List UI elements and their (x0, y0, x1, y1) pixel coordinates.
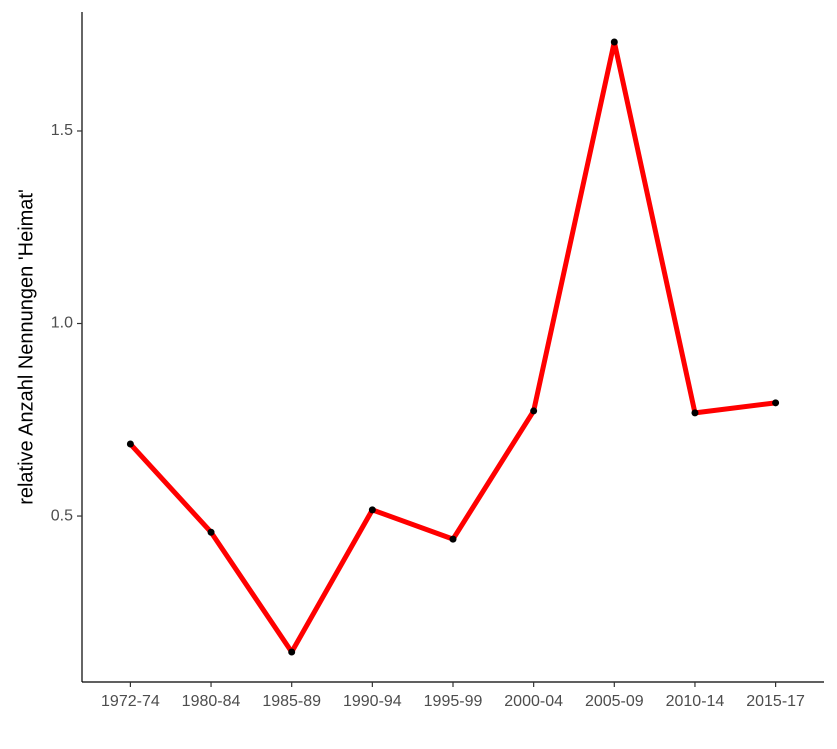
point (530, 407, 538, 415)
x-tick-label: 1990-94 (343, 693, 402, 710)
y-tick-label: 1.0 (51, 315, 73, 332)
x-tick-label: 1980-84 (182, 693, 241, 710)
y-tick-label: 1.5 (51, 122, 73, 139)
x-tick-label: 1972-74 (101, 693, 160, 710)
y-axis-title: relative Anzahl Nennungen 'Heimat' (15, 189, 37, 505)
point (126, 440, 134, 448)
point (449, 535, 457, 543)
point (772, 399, 780, 407)
point (610, 38, 618, 46)
point (207, 528, 215, 536)
x-tick-label: 1985-89 (262, 693, 321, 710)
point (691, 409, 699, 417)
x-tick-label: 2010-14 (666, 693, 725, 710)
point (288, 648, 296, 656)
x-tick-label: 1995-99 (424, 693, 483, 710)
y-tick-label: 0.5 (51, 507, 73, 524)
line (128, 39, 776, 655)
x-tick-label: 2015-17 (746, 693, 805, 710)
x-tick-label: 2005-09 (585, 693, 644, 710)
x-tick-label: 2000-04 (504, 693, 563, 710)
point (368, 506, 376, 514)
